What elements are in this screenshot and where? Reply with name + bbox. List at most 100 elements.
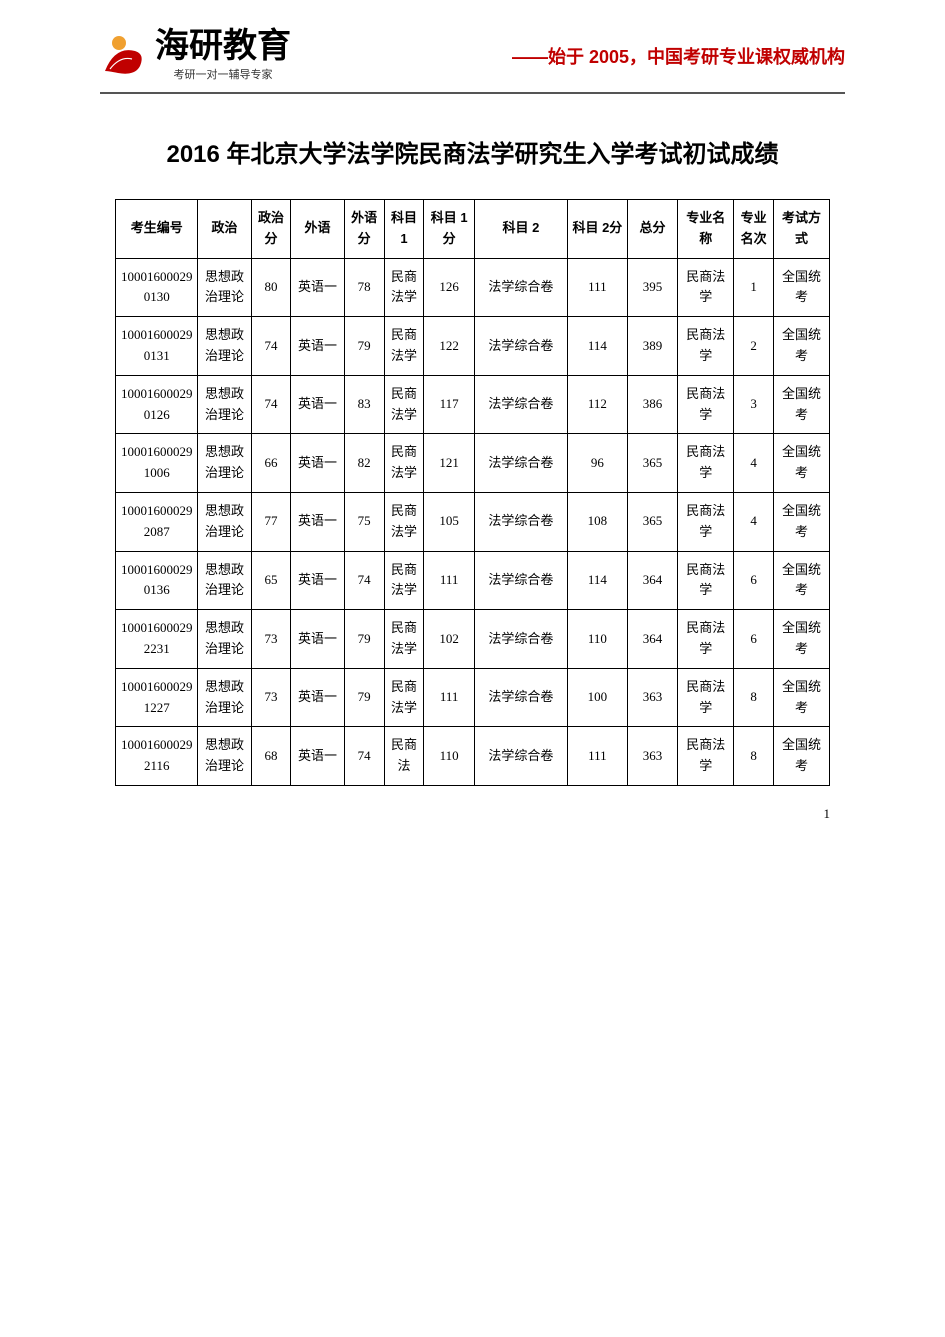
table-cell: 全国统考: [774, 610, 830, 669]
table-cell: 79: [344, 317, 384, 376]
table-cell: 思想政治理论: [198, 727, 251, 786]
table-cell: 思想政治理论: [198, 258, 251, 317]
table-cell: 100016000291227: [116, 668, 198, 727]
table-cell: 68: [251, 727, 291, 786]
table-cell: 65: [251, 551, 291, 610]
table-cell: 全国统考: [774, 317, 830, 376]
page: 海研教育 考研一对一辅导专家 ——始于 2005，中国考研专业课权威机构 201…: [0, 0, 945, 822]
table-cell: 111: [424, 668, 475, 727]
table-cell: 思想政治理论: [198, 551, 251, 610]
table-cell: 389: [627, 317, 678, 376]
table-cell: 79: [344, 610, 384, 669]
table-cell: 全国统考: [774, 727, 830, 786]
table-cell: 111: [567, 258, 627, 317]
table-row: 100016000290136思想政治理论65英语一74民商法学111法学综合卷…: [116, 551, 830, 610]
table-cell: 全国统考: [774, 492, 830, 551]
table-cell: 英语一: [291, 492, 344, 551]
th-pols: 政治分: [251, 200, 291, 259]
table-cell: 73: [251, 610, 291, 669]
table-cell: 全国统考: [774, 668, 830, 727]
table-cell: 112: [567, 375, 627, 434]
th-s1s: 科目 1分: [424, 200, 475, 259]
table-cell: 英语一: [291, 727, 344, 786]
table-cell: 民商法学: [384, 610, 424, 669]
table-cell: 法学综合卷: [474, 492, 567, 551]
table-cell: 108: [567, 492, 627, 551]
table-cell: 英语一: [291, 258, 344, 317]
table-cell: 365: [627, 492, 678, 551]
table-cell: 4: [734, 434, 774, 493]
table-cell: 100016000292087: [116, 492, 198, 551]
table-cell: 117: [424, 375, 475, 434]
table-cell: 78: [344, 258, 384, 317]
table-cell: 民商法学: [384, 434, 424, 493]
table-cell: 122: [424, 317, 475, 376]
table-cell: 民商法学: [384, 317, 424, 376]
table-row: 100016000292231思想政治理论73英语一79民商法学102法学综合卷…: [116, 610, 830, 669]
th-rank: 专业名次: [734, 200, 774, 259]
th-s2: 科目 2: [474, 200, 567, 259]
table-cell: 英语一: [291, 668, 344, 727]
table-cell: 民商法学: [384, 258, 424, 317]
th-pol: 政治: [198, 200, 251, 259]
table-cell: 8: [734, 727, 774, 786]
table-cell: 111: [567, 727, 627, 786]
table-cell: 105: [424, 492, 475, 551]
table-row: 100016000290131思想政治理论74英语一79民商法学122法学综合卷…: [116, 317, 830, 376]
table-cell: 66: [251, 434, 291, 493]
logo-sub-text: 考研一对一辅导专家: [174, 66, 273, 82]
table-cell: 114: [567, 317, 627, 376]
table-cell: 363: [627, 668, 678, 727]
table-cell: 102: [424, 610, 475, 669]
table-cell: 英语一: [291, 551, 344, 610]
table-cell: 思想政治理论: [198, 375, 251, 434]
table-cell: 8: [734, 668, 774, 727]
table-cell: 100016000290126: [116, 375, 198, 434]
table-cell: 100016000292116: [116, 727, 198, 786]
table-cell: 英语一: [291, 610, 344, 669]
table-cell: 82: [344, 434, 384, 493]
table-cell: 100: [567, 668, 627, 727]
page-number: 1: [0, 786, 945, 822]
table-cell: 民商法学: [678, 727, 734, 786]
table-cell: 395: [627, 258, 678, 317]
table-cell: 法学综合卷: [474, 727, 567, 786]
table-row: 100016000290130思想政治理论80英语一78民商法学126法学综合卷…: [116, 258, 830, 317]
th-s1: 科目 1: [384, 200, 424, 259]
table-cell: 79: [344, 668, 384, 727]
header-tagline: ——始于 2005，中国考研专业课权威机构: [512, 43, 845, 69]
table-cell: 全国统考: [774, 258, 830, 317]
table-row: 100016000290126思想政治理论74英语一83民商法学117法学综合卷…: [116, 375, 830, 434]
table-cell: 民商法学: [678, 668, 734, 727]
table-cell: 74: [344, 551, 384, 610]
table-cell: 民商法学: [678, 434, 734, 493]
table-row: 100016000292116思想政治理论68英语一74民商法110法学综合卷1…: [116, 727, 830, 786]
table-cell: 民商法学: [678, 610, 734, 669]
table-cell: 民商法学: [678, 317, 734, 376]
table-cell: 民商法学: [678, 375, 734, 434]
table-cell: 英语一: [291, 375, 344, 434]
th-fors: 外语分: [344, 200, 384, 259]
table-cell: 思想政治理论: [198, 668, 251, 727]
table-cell: 73: [251, 668, 291, 727]
table-cell: 365: [627, 434, 678, 493]
table-cell: 100016000290130: [116, 258, 198, 317]
table-head: 考生编号 政治 政治分 外语 外语分 科目 1 科目 1分 科目 2 科目 2分…: [116, 200, 830, 259]
table-cell: 6: [734, 551, 774, 610]
table-cell: 民商法学: [678, 492, 734, 551]
page-header: 海研教育 考研一对一辅导专家 ——始于 2005，中国考研专业课权威机构: [100, 0, 845, 94]
table-cell: 6: [734, 610, 774, 669]
table-cell: 思想政治理论: [198, 434, 251, 493]
table-cell: 全国统考: [774, 375, 830, 434]
th-for: 外语: [291, 200, 344, 259]
table-body: 100016000290130思想政治理论80英语一78民商法学126法学综合卷…: [116, 258, 830, 785]
table-cell: 英语一: [291, 317, 344, 376]
logo-text: 海研教育 考研一对一辅导专家: [155, 30, 291, 82]
table-cell: 英语一: [291, 434, 344, 493]
table-cell: 法学综合卷: [474, 610, 567, 669]
table-header-row: 考生编号 政治 政治分 外语 外语分 科目 1 科目 1分 科目 2 科目 2分…: [116, 200, 830, 259]
table-cell: 100016000290136: [116, 551, 198, 610]
th-exam: 考试方式: [774, 200, 830, 259]
table-cell: 法学综合卷: [474, 668, 567, 727]
table-row: 100016000292087思想政治理论77英语一75民商法学105法学综合卷…: [116, 492, 830, 551]
